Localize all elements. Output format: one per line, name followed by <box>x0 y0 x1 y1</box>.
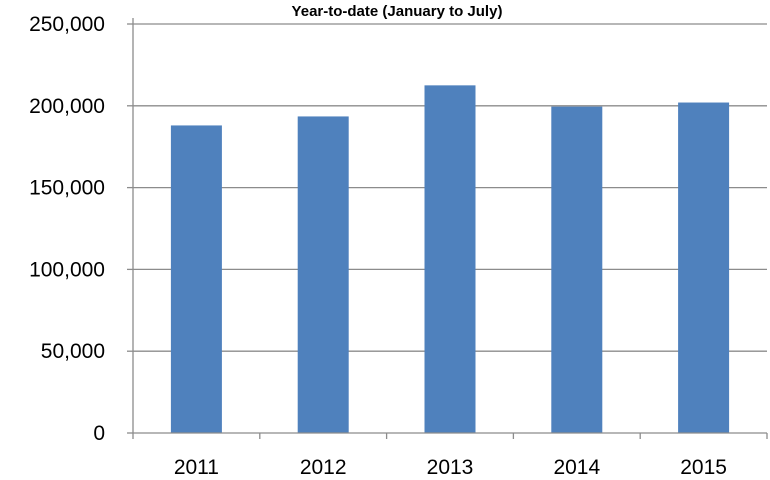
tick-labels: 0 50,000 100,000 150,000 200,000 250,000 2011 2… <box>29 13 727 479</box>
bars <box>170 85 730 434</box>
bar-2012 <box>297 116 349 434</box>
bar-2011 <box>170 125 222 433</box>
bar-2015 <box>678 102 730 433</box>
x-tick-label: 2011 <box>174 456 219 479</box>
y-tick-label: 250,000 <box>29 13 105 36</box>
x-tick-label: 2015 <box>680 456 727 479</box>
x-tick-label: 2013 <box>427 456 474 479</box>
y-tick-label: 50,000 <box>41 340 105 363</box>
bar-2014 <box>551 106 603 434</box>
y-tick-label: 100,000 <box>29 258 105 281</box>
axes <box>127 18 768 439</box>
y-tick-label: 0 <box>93 422 105 445</box>
y-tick-label: 150,000 <box>29 177 105 200</box>
chart-title: Year-to-date (January to July) <box>292 3 503 20</box>
x-tick-label: 2012 <box>300 456 347 479</box>
y-tick-label: 200,000 <box>29 95 105 118</box>
x-tick-label: 2014 <box>553 456 600 479</box>
bar-2013 <box>424 85 476 433</box>
